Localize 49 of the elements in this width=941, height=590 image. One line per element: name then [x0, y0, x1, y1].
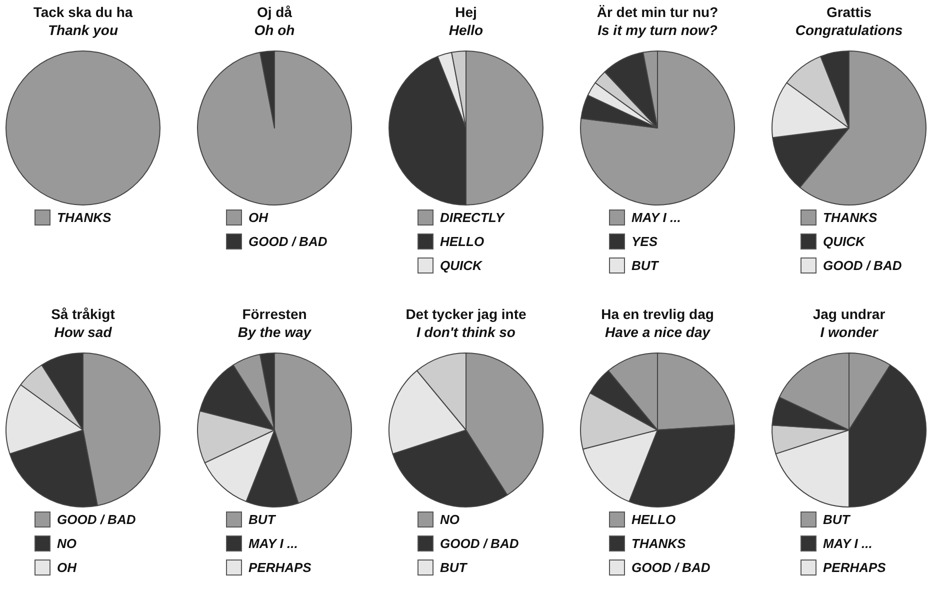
legend-label: YES [632, 234, 658, 249]
legend-label: GOOD / BAD [440, 536, 520, 551]
chart-title: Oj då [256, 4, 292, 20]
legend-label: GOOD / BAD [823, 258, 902, 273]
chart-subtitle: Congratulations [795, 22, 903, 38]
legend-label: MAY I ... [248, 536, 298, 551]
chart-title: Det tycker jag inte [406, 306, 527, 322]
chart-title: Så tråkigt [51, 306, 116, 322]
chart-subtitle: I wonder [820, 324, 880, 340]
chart-title: Ha en trevlig dag [601, 306, 714, 322]
chart-title: Grattis [826, 4, 872, 20]
legend-label: HELLO [440, 234, 484, 249]
chart-subtitle: Oh oh [254, 22, 295, 38]
legend-label: QUICK [440, 258, 484, 273]
legend-label: GOOD / BAD [632, 560, 711, 575]
chart-title: Är det min tur nu? [596, 4, 718, 20]
legend-label: THANKS [823, 210, 878, 225]
chart-title: Tack ska du ha [33, 4, 133, 20]
legend-label: BUT [440, 560, 468, 575]
chart-subtitle: Thank you [48, 22, 118, 38]
pie-slice [580, 50, 735, 206]
chart-subtitle: I don't think so [416, 324, 516, 340]
legend-label: QUICK [823, 234, 866, 249]
legend-label: GOOD / BAD [57, 512, 136, 527]
legend-label: BUT [823, 512, 851, 527]
chart-title: Jag undrar [812, 306, 886, 322]
legend-label: THANKS [632, 536, 686, 551]
legend-label: NO [440, 512, 460, 527]
chart-subtitle: Have a nice day [604, 324, 712, 340]
legend-label: PERHAPS [823, 560, 886, 575]
chart-subtitle: Is it my turn now? [598, 22, 718, 38]
legend-label: PERHAPS [248, 560, 312, 575]
legend-label: MAY I ... [823, 536, 872, 551]
legend-label: BUT [248, 512, 276, 527]
chart-subtitle: By the way [238, 324, 312, 340]
chart-title: Förresten [242, 306, 307, 322]
legend-label: THANKS [57, 210, 112, 225]
chart-title: Hej [455, 4, 477, 20]
legend-label: BUT [632, 258, 660, 273]
legend-label: NO [57, 536, 76, 551]
legend-label: OH [57, 560, 78, 575]
legend-label: HELLO [632, 512, 676, 527]
pie-slice [197, 50, 352, 206]
legend-label: OH [248, 210, 269, 225]
legend-label: MAY I ... [632, 210, 681, 225]
legend-label: GOOD / BAD [248, 234, 328, 249]
chart-subtitle: How sad [54, 324, 112, 340]
legend-label: DIRECTLY [440, 210, 506, 225]
chart-subtitle: Hello [448, 22, 484, 38]
